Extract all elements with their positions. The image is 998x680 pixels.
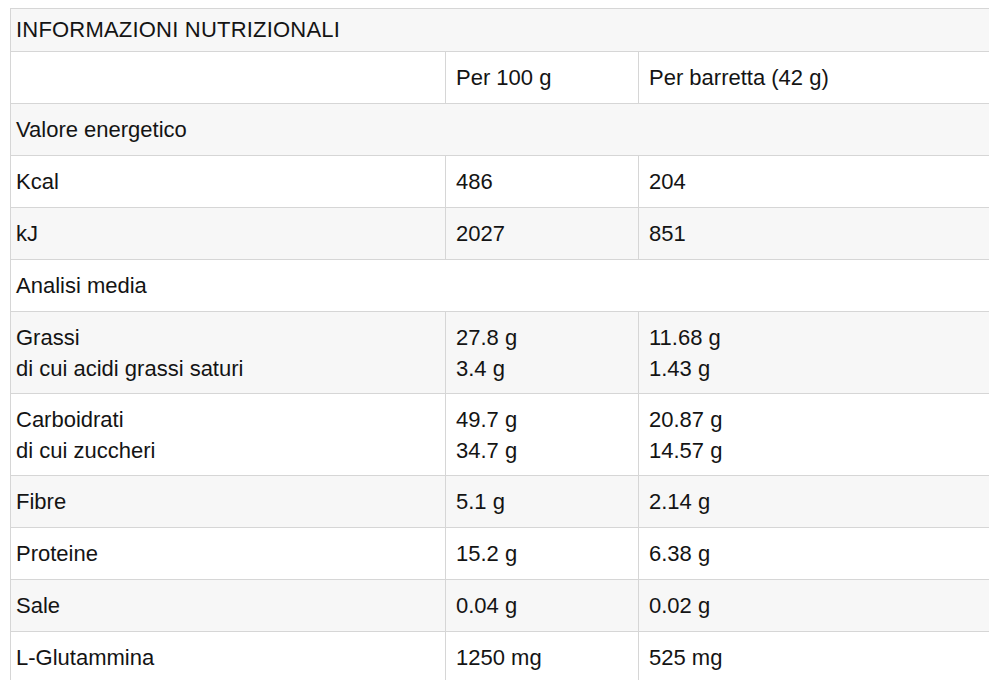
value-main: 27.8 g <box>456 322 628 353</box>
nutrient-label: Fibre <box>11 476 446 528</box>
table-row: Proteine 15.2 g 6.38 g <box>11 528 990 580</box>
value-per-barretta: 851 <box>639 208 990 260</box>
value-main: 49.7 g <box>456 404 628 435</box>
column-header-per-100g: Per 100 g <box>446 52 639 104</box>
table-title-row: INFORMAZIONI NUTRIZIONALI <box>11 9 990 52</box>
nutrient-label: kJ <box>11 208 446 260</box>
value-per-100g: 2027 <box>446 208 639 260</box>
value-per-100g: 1250 mg <box>446 632 639 680</box>
value-per-barretta: 11.68 g 1.43 g <box>639 312 990 394</box>
value-per-barretta: 525 mg <box>639 632 990 680</box>
section-header-label: Analisi media <box>11 260 990 312</box>
table-row: kJ 2027 851 <box>11 208 990 260</box>
value-per-barretta: 0.02 g <box>639 580 990 632</box>
nutrient-label: Grassi di cui acidi grassi saturi <box>11 312 446 394</box>
table-row: Grassi di cui acidi grassi saturi 27.8 g… <box>11 312 990 394</box>
nutrient-label: Carboidrati di cui zuccheri <box>11 394 446 476</box>
value-per-100g: 486 <box>446 156 639 208</box>
nutrient-label: Kcal <box>11 156 446 208</box>
value-per-barretta: 204 <box>639 156 990 208</box>
value-per-100g: 49.7 g 34.7 g <box>446 394 639 476</box>
nutrition-table: INFORMAZIONI NUTRIZIONALI Per 100 g Per … <box>10 8 989 680</box>
column-header-empty <box>11 52 446 104</box>
nutrient-label: Sale <box>11 580 446 632</box>
section-header-row: Valore energetico <box>11 104 990 156</box>
value-per-barretta: 20.87 g 14.57 g <box>639 394 990 476</box>
nutrient-sub-label: di cui zuccheri <box>16 435 435 466</box>
value-sub: 3.4 g <box>456 353 628 384</box>
section-header-label: Valore energetico <box>11 104 990 156</box>
table-title: INFORMAZIONI NUTRIZIONALI <box>11 9 990 52</box>
nutrition-table-container: INFORMAZIONI NUTRIZIONALI Per 100 g Per … <box>10 8 989 680</box>
value-per-barretta: 6.38 g <box>639 528 990 580</box>
value-sub: 34.7 g <box>456 435 628 466</box>
value-per-100g: 0.04 g <box>446 580 639 632</box>
nutrient-label: L-Glutammina <box>11 632 446 680</box>
table-row: L-Glutammina 1250 mg 525 mg <box>11 632 990 680</box>
nutrient-sub-label: di cui acidi grassi saturi <box>16 353 435 384</box>
value-per-100g: 27.8 g 3.4 g <box>446 312 639 394</box>
table-row: Carboidrati di cui zuccheri 49.7 g 34.7 … <box>11 394 990 476</box>
column-header-per-barretta: Per barretta (42 g) <box>639 52 990 104</box>
table-row: Kcal 486 204 <box>11 156 990 208</box>
value-per-100g: 15.2 g <box>446 528 639 580</box>
nutrient-main-label: Carboidrati <box>16 404 435 435</box>
table-row: Fibre 5.1 g 2.14 g <box>11 476 990 528</box>
section-header-row: Analisi media <box>11 260 990 312</box>
value-main: 20.87 g <box>649 404 979 435</box>
nutrient-main-label: Grassi <box>16 322 435 353</box>
nutrient-label: Proteine <box>11 528 446 580</box>
table-row: Sale 0.04 g 0.02 g <box>11 580 990 632</box>
column-header-row: Per 100 g Per barretta (42 g) <box>11 52 990 104</box>
value-per-barretta: 2.14 g <box>639 476 990 528</box>
value-per-100g: 5.1 g <box>446 476 639 528</box>
value-sub: 14.57 g <box>649 435 979 466</box>
value-sub: 1.43 g <box>649 353 979 384</box>
value-main: 11.68 g <box>649 322 979 353</box>
